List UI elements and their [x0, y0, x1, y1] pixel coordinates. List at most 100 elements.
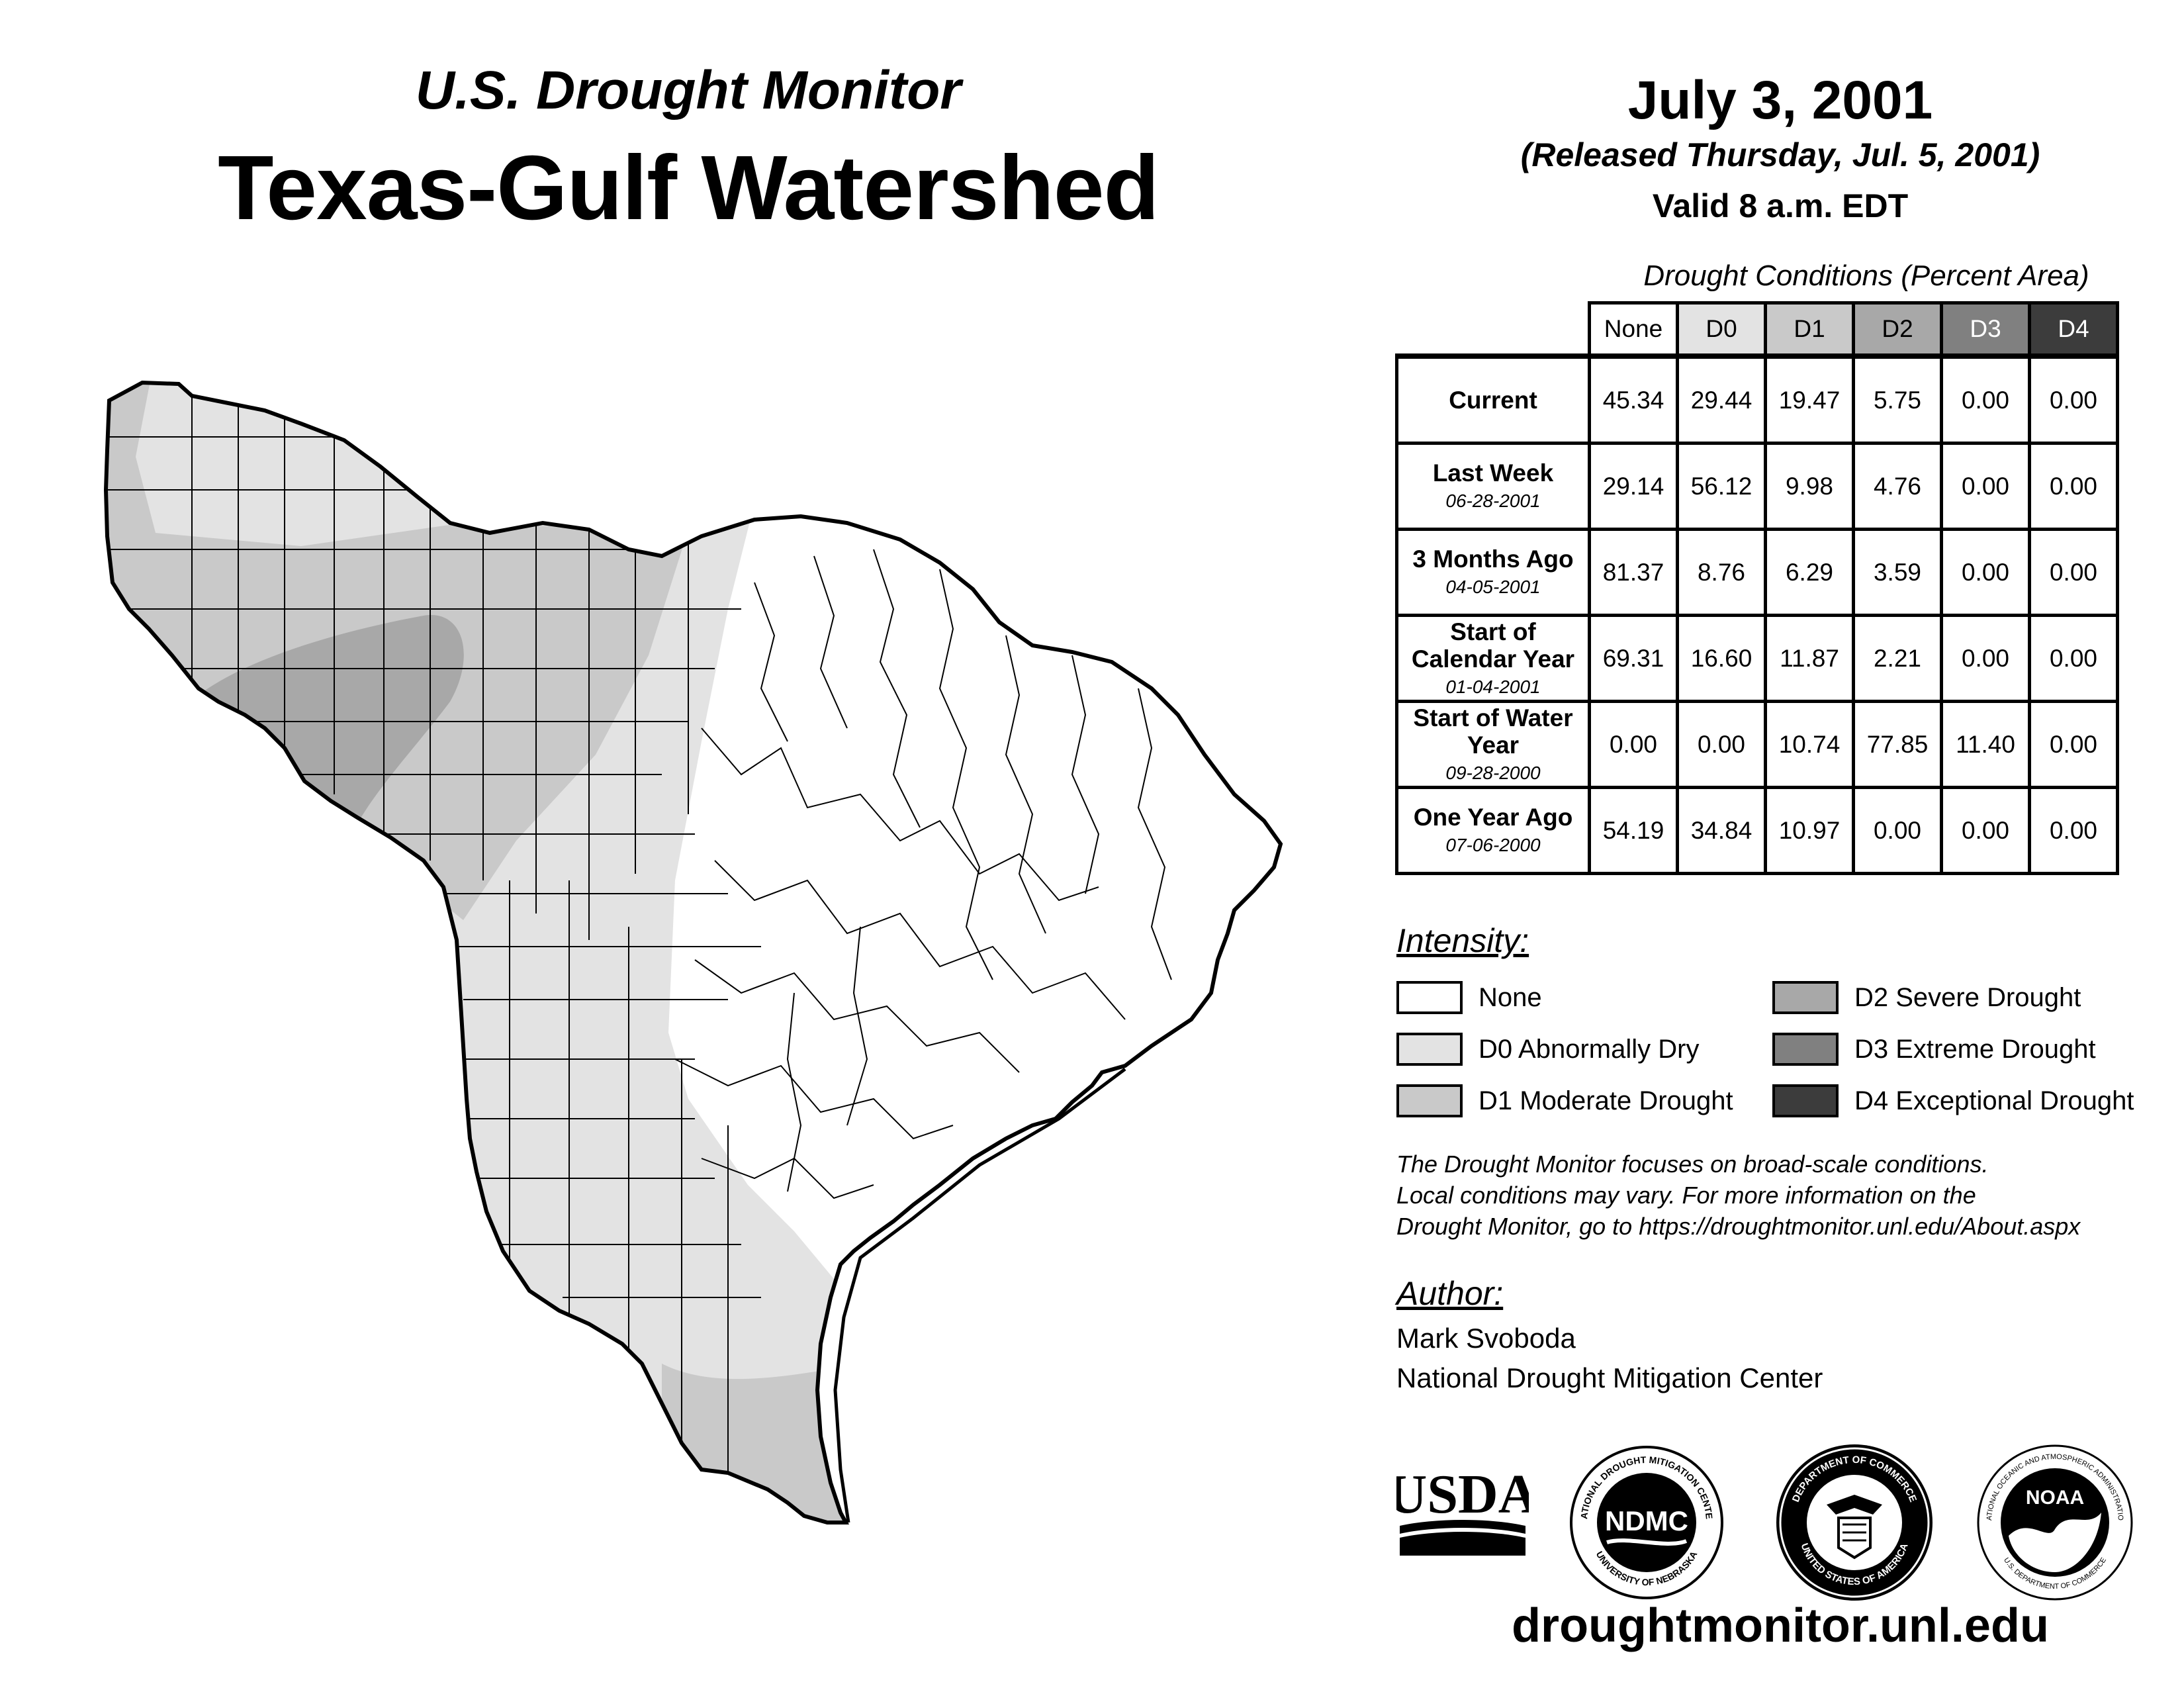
cell: 54.19: [1588, 786, 1679, 875]
table-caption: Drought Conditions (Percent Area): [1643, 259, 2089, 292]
legend-item-d3: D3 Extreme Drought: [1772, 1031, 2096, 1067]
cell: 8.76: [1676, 528, 1767, 617]
coastline: [833, 1068, 1126, 1523]
release-date: (Released Thursday, Jul. 5, 2001): [1520, 136, 2040, 173]
legend-label: D0 Abnormally Dry: [1479, 1034, 1700, 1064]
legend-label: D2 Severe Drought: [1854, 982, 2081, 1012]
cell: 11.40: [1940, 700, 2031, 789]
row-label: Start of Calendar Year 01-04-2001: [1395, 614, 1591, 703]
legend-label: None: [1479, 982, 1542, 1012]
map-subtitle: U.S. Drought Monitor: [415, 60, 962, 120]
note-line: Drought Monitor, go to https://droughtmo…: [1396, 1213, 2081, 1240]
cell: 0.00: [2028, 786, 2119, 875]
table-row: 3 Months Ago 04-05-2001 81.37 8.76 6.29 3…: [1395, 528, 2119, 617]
cell: 29.44: [1676, 354, 1767, 445]
cell: 10.74: [1764, 700, 1855, 789]
cell: 56.12: [1676, 442, 1767, 531]
legend-swatch-d4: [1772, 1084, 1839, 1117]
cell: 19.47: [1764, 354, 1855, 445]
table-header-row: None D0 D1 D2 D3 D4: [1396, 301, 2119, 359]
cell: 29.14: [1588, 442, 1679, 531]
watershed-map: [103, 380, 1283, 1524]
watershed-outline: [103, 380, 1283, 1524]
cell: 0.00: [2028, 614, 2119, 703]
col-header-d0: D0: [1676, 301, 1767, 359]
author-organization: National Drought Mitigation Center: [1396, 1362, 1823, 1393]
ndmc-logo: NATIONAL DROUGHT MITIGATION CENTER UNIVE…: [1567, 1443, 1723, 1599]
usda-logo: USDA: [1396, 1464, 1529, 1556]
col-header-d2: D2: [1852, 301, 1943, 359]
col-header-none: None: [1588, 301, 1679, 359]
cell: 0.00: [2028, 700, 2119, 789]
col-header-d4: D4: [2028, 301, 2119, 359]
cell: 0.00: [2028, 528, 2119, 617]
county-boundaries: [106, 391, 1172, 1476]
cell: 0.00: [1940, 528, 2031, 617]
cell: 6.29: [1764, 528, 1855, 617]
map-date: July 3, 2001: [1627, 70, 1933, 130]
cell: 10.97: [1764, 786, 1855, 875]
cell: 3.59: [1852, 528, 1943, 617]
disclaimer-note: The Drought Monitor focuses on broad-sca…: [1396, 1149, 2177, 1242]
noaa-logo: NATIONAL OCEANIC AND ATMOSPHERIC ADMINIS…: [1976, 1443, 2133, 1601]
svg-text:NDMC: NDMC: [1605, 1505, 1688, 1536]
cell: 5.75: [1852, 354, 1943, 445]
legend-heading: Intensity:: [1396, 922, 1529, 959]
svg-text:NOAA: NOAA: [2026, 1487, 2084, 1509]
cell: 34.84: [1676, 786, 1767, 875]
row-label: Last Week 06-28-2001: [1395, 442, 1591, 531]
legend-item-d0: D0 Abnormally Dry: [1396, 1031, 1699, 1067]
cell: 0.00: [1588, 700, 1679, 789]
legend-label: D3 Extreme Drought: [1854, 1034, 2096, 1064]
row-label: Start of Water Year 09-28-2000: [1395, 700, 1591, 789]
table-row: Current 45.34 29.44 19.47 5.75 0.00 0.00: [1395, 354, 2119, 445]
legend-swatch-d0: [1396, 1033, 1463, 1066]
d2-area: [199, 615, 464, 854]
note-line: Local conditions may vary. For more info…: [1396, 1182, 1976, 1209]
legend-swatch-d3: [1772, 1033, 1839, 1066]
legend-item-d2: D2 Severe Drought: [1772, 980, 2081, 1015]
cell: 4.76: [1852, 442, 1943, 531]
legend-swatch-d2: [1772, 981, 1839, 1014]
cell: 81.37: [1588, 528, 1679, 617]
valid-time: Valid 8 a.m. EDT: [1652, 187, 1909, 224]
legend-item-none: None: [1396, 980, 1542, 1015]
map-title: Texas-Gulf Watershed: [218, 137, 1160, 239]
row-label: One Year Ago 07-06-2000: [1395, 786, 1591, 875]
cell: 2.21: [1852, 614, 1943, 703]
cell: 11.87: [1764, 614, 1855, 703]
table-row: Start of Calendar Year 01-04-2001 69.31 1…: [1395, 614, 2119, 703]
drought-conditions-table: None D0 D1 D2 D3 D4 Current 45.34 29.44 …: [1395, 301, 2119, 875]
cell: 0.00: [1940, 442, 2031, 531]
legend-item-d4: D4 Exceptional Drought: [1772, 1083, 2134, 1119]
author-heading: Author:: [1396, 1275, 1504, 1312]
row-label: Current: [1395, 354, 1591, 445]
legend-label: D4 Exceptional Drought: [1854, 1086, 2134, 1115]
cell: 45.34: [1588, 354, 1679, 445]
doc-seal-logo: DEPARTMENT OF COMMERCE UNITED STATES OF …: [1776, 1444, 1933, 1601]
d1-area-south: [662, 1364, 860, 1523]
table-row: Start of Water Year 09-28-2000 0.00 0.00 …: [1395, 700, 2119, 789]
cell: 0.00: [1940, 786, 2031, 875]
cell: 0.00: [2028, 442, 2119, 531]
svg-text:USDA: USDA: [1396, 1464, 1529, 1525]
cell: 69.31: [1588, 614, 1679, 703]
legend-swatch-d1: [1396, 1084, 1463, 1117]
cell: 0.00: [1676, 700, 1767, 789]
website-link[interactable]: droughtmonitor.unl.edu: [1512, 1599, 2049, 1652]
legend-item-d1: D1 Moderate Drought: [1396, 1083, 1733, 1119]
cell: 0.00: [1940, 614, 2031, 703]
legend-swatch-none: [1396, 981, 1463, 1014]
note-line: The Drought Monitor focuses on broad-sca…: [1396, 1150, 1989, 1178]
table-row: Last Week 06-28-2001 29.14 56.12 9.98 4.7…: [1395, 442, 2119, 531]
cell: 0.00: [1852, 786, 1943, 875]
row-label: 3 Months Ago 04-05-2001: [1395, 528, 1591, 617]
cell: 77.85: [1852, 700, 1943, 789]
table-corner: [1396, 303, 1590, 359]
cell: 16.60: [1676, 614, 1767, 703]
author-name: Mark Svoboda: [1396, 1323, 1576, 1354]
col-header-d3: D3: [1940, 301, 2031, 359]
table-row: One Year Ago 07-06-2000 54.19 34.84 10.97…: [1395, 786, 2119, 875]
cell: 0.00: [2028, 354, 2119, 445]
cell: 9.98: [1764, 442, 1855, 531]
